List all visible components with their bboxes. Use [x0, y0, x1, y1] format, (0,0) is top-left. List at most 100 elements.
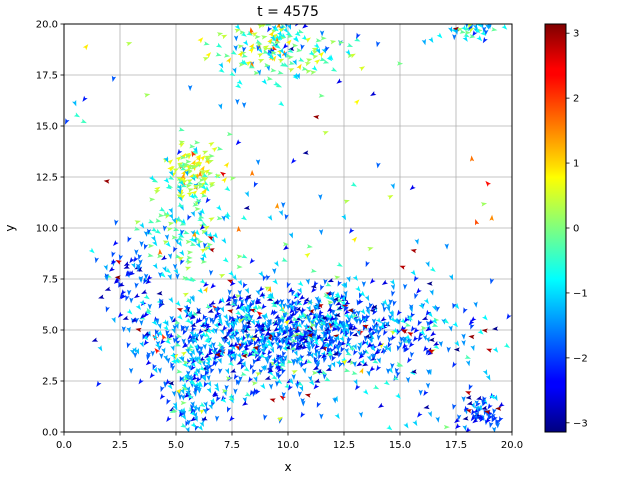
vector-arrow — [338, 40, 345, 45]
vector-arrow — [192, 148, 199, 154]
vector-arrow — [187, 364, 192, 371]
vector-arrow — [461, 396, 466, 403]
vector-arrow — [410, 249, 417, 254]
vector-arrow — [269, 331, 274, 338]
vector-arrow — [470, 344, 475, 352]
vector-arrow — [268, 31, 274, 38]
vector-arrow — [470, 323, 475, 330]
vector-arrow — [180, 182, 188, 188]
x-tick-label: 7.5 — [224, 440, 240, 451]
vector-arrow — [131, 317, 138, 323]
vector-arrow — [173, 268, 179, 275]
vector-arrow — [403, 316, 410, 323]
vector-arrow — [302, 24, 309, 29]
vector-arrow — [410, 351, 415, 358]
vector-arrow — [470, 316, 477, 322]
vector-arrow — [330, 67, 338, 72]
vector-arrow — [314, 321, 320, 328]
vector-arrow — [222, 257, 229, 263]
vector-arrow — [479, 416, 485, 423]
vector-arrow — [298, 331, 305, 336]
vector-arrow — [413, 335, 419, 342]
vector-arrow — [239, 303, 245, 310]
vector-arrow — [235, 330, 240, 337]
colorbar-tick-label: −3 — [573, 418, 588, 429]
vector-arrow — [425, 326, 432, 332]
vector-arrow — [159, 298, 164, 305]
vector-arrow — [421, 325, 427, 331]
vector-arrow — [239, 30, 246, 35]
vector-arrow — [446, 346, 451, 353]
vector-arrow — [244, 190, 249, 198]
vector-arrow — [422, 334, 427, 341]
vector-arrow — [88, 247, 95, 254]
vector-arrow — [296, 47, 303, 53]
vector-arrow — [185, 347, 190, 355]
vector-arrow — [104, 275, 109, 282]
vector-arrow — [371, 324, 377, 331]
vector-arrow — [474, 405, 479, 412]
vector-arrow — [213, 354, 219, 361]
vector-arrow — [288, 232, 293, 239]
vector-arrow — [346, 323, 351, 330]
vector-arrow — [178, 176, 185, 182]
vector-arrow — [216, 215, 223, 221]
vector-arrow — [427, 350, 434, 356]
vector-arrow — [248, 340, 254, 347]
vector-arrow — [241, 53, 248, 58]
vector-arrow — [343, 312, 350, 319]
vector-arrow — [382, 306, 387, 313]
vector-arrow — [375, 317, 382, 324]
vector-arrow — [224, 337, 229, 344]
vector-arrow — [152, 240, 158, 247]
vector-arrow — [191, 190, 198, 196]
vector-arrow — [272, 25, 279, 32]
vector-arrow — [225, 340, 230, 347]
vector-arrow — [319, 325, 324, 332]
vector-arrow — [302, 367, 307, 374]
vector-arrow — [331, 322, 338, 329]
vector-arrow — [159, 206, 166, 212]
vector-arrow — [180, 229, 185, 236]
vector-arrow — [199, 402, 206, 408]
vector-arrow — [172, 353, 179, 360]
vector-arrow — [316, 297, 322, 304]
vector-arrow — [195, 198, 202, 203]
vector-arrow — [393, 317, 398, 324]
vector-arrow — [328, 340, 334, 347]
vector-arrow — [464, 26, 471, 31]
vector-arrow — [120, 289, 127, 296]
vector-arrow — [480, 24, 484, 28]
vector-arrow — [291, 316, 299, 321]
vector-arrow — [300, 43, 305, 51]
vector-arrow — [146, 274, 153, 281]
vector-arrow — [238, 305, 244, 312]
vector-arrow — [491, 412, 496, 420]
vector-arrow — [165, 184, 172, 190]
vector-arrow — [236, 338, 241, 345]
vector-arrow — [311, 47, 319, 53]
vector-arrow — [138, 275, 144, 283]
vector-arrow — [330, 40, 337, 45]
vector-arrow — [250, 336, 257, 342]
vector-arrow — [201, 252, 207, 259]
vector-arrow — [473, 301, 478, 308]
vector-arrow — [260, 364, 265, 372]
vector-arrow — [282, 43, 289, 49]
vector-arrow — [163, 156, 169, 163]
vector-arrow — [283, 319, 290, 326]
vector-arrow — [352, 313, 359, 318]
vector-arrow — [327, 300, 334, 305]
vector-arrow — [313, 351, 318, 358]
vector-arrow — [326, 290, 333, 296]
vector-arrow — [301, 344, 308, 350]
vector-arrow — [177, 202, 184, 208]
vector-arrow — [183, 360, 190, 365]
vector-arrow — [336, 305, 344, 310]
vector-arrow — [364, 294, 370, 302]
vector-arrow — [255, 159, 261, 166]
vector-arrow — [186, 255, 193, 260]
vector-arrow — [464, 354, 471, 359]
vector-arrow — [489, 24, 492, 28]
vector-arrow — [335, 300, 342, 306]
